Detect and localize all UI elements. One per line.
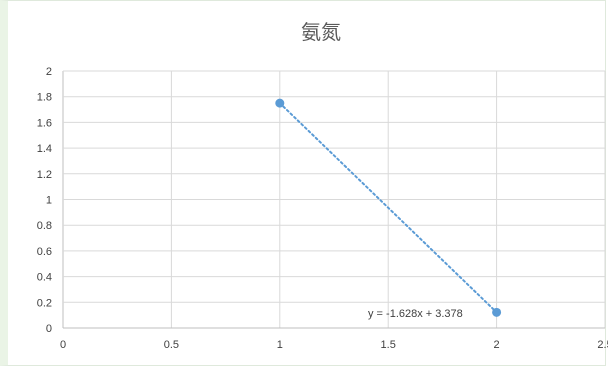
y-tick-label: 0 xyxy=(46,323,52,335)
data-point xyxy=(492,307,502,317)
y-tick-label: 0.4 xyxy=(37,272,52,284)
y-tick-label: 1.4 xyxy=(37,143,52,155)
chart-title: 氨氮 xyxy=(301,21,341,44)
x-tick-label: 2.5 xyxy=(597,339,608,351)
y-tick-label: 0.6 xyxy=(37,246,52,258)
y-tick-label: 1.8 xyxy=(37,92,52,104)
x-tick-label: 1.5 xyxy=(381,339,396,351)
x-tick-label: 0 xyxy=(60,339,66,351)
y-tick-label: 0.2 xyxy=(37,297,52,309)
x-tick-label: 2 xyxy=(494,339,500,351)
chart-svg: 氨氮 0 0.2 0.4 0.6 0.8 1 1.2 1.4 1.6 1.8 2 0 0.5 1 1.5 2… xyxy=(37,21,608,351)
y-tick-label: 2 xyxy=(46,66,52,78)
trendline-equation-label: y = -1.628x + 3.378 xyxy=(368,308,463,320)
y-gridlines xyxy=(63,70,605,329)
x-axis-tick-labels: 0 0.5 1 1.5 2 2.5 xyxy=(60,339,608,351)
trendline xyxy=(278,102,498,314)
y-axis-tick-labels: 0 0.2 0.4 0.6 0.8 1 1.2 1.4 1.6 1.8 2 xyxy=(37,66,52,335)
y-tick-label: 1 xyxy=(46,195,52,207)
y-tick-label: 1.6 xyxy=(37,117,52,129)
x-tick-label: 0.5 xyxy=(164,339,179,351)
y-tick-label: 0.8 xyxy=(37,220,52,232)
data-point xyxy=(275,98,285,108)
x-tick-label: 1 xyxy=(277,339,283,351)
y-tick-label: 1.2 xyxy=(37,169,52,181)
trendline-group xyxy=(278,102,498,314)
data-points xyxy=(275,98,502,317)
